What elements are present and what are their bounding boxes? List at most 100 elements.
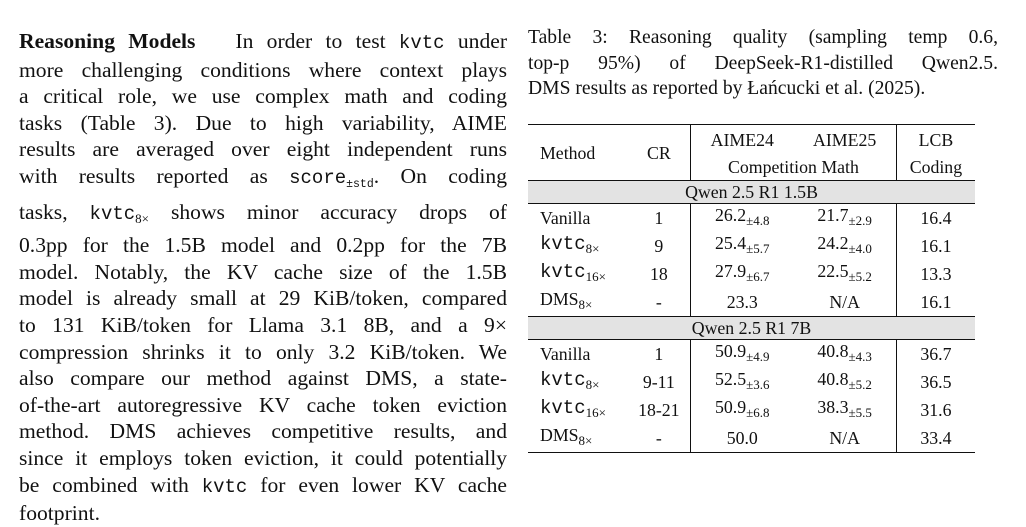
header-competition-math: Competition Math: [690, 154, 897, 181]
paragraph-line: results are averaged over eight independ…: [19, 137, 507, 162]
std-subscript: ±3.6: [746, 377, 770, 392]
table-row: kvtc16× 18 27.9±6.7 22.5±5.2 13.3: [528, 260, 975, 288]
method-subscript: 8×: [585, 241, 600, 256]
cell-lcb: 16.1: [895, 232, 975, 260]
results-table: Method CR AIME24 AIME25 LCB Competition …: [528, 124, 975, 453]
inline-code: kvtc: [398, 32, 445, 54]
cell-lcb: 36.5: [895, 368, 975, 396]
std-subscript: ±4.8: [746, 213, 770, 228]
paragraph-line: to 131 KiB/token for Llama 3.1 8B, and a…: [19, 312, 507, 337]
cell-lcb: 36.7: [895, 339, 975, 368]
table-subheader-row: Competition Math Coding: [528, 154, 975, 181]
table-group-row: Qwen 2.5 R1 1.5B: [528, 180, 975, 204]
inline-code-subscript: ±std: [346, 177, 374, 191]
cell-cr: 1: [654, 208, 664, 228]
std-subscript: ±6.8: [746, 405, 770, 420]
cell-cr: -: [655, 292, 662, 312]
inline-code-subscript: 8×: [135, 210, 149, 226]
cell-aime25: 40.8±4.3: [817, 341, 872, 364]
paragraph-line: tasks, kvtc8× shows minor accuracy drops…: [19, 199, 507, 226]
std-subscript: ±5.2: [848, 377, 872, 392]
header-aime24: AIME24: [690, 124, 794, 154]
table-row: kvtc8× 9 25.4±5.7 24.2±4.0 16.1: [528, 232, 975, 260]
paragraph-line: 0.3pp for the 1.5B model and 0.2pp for t…: [19, 233, 507, 258]
cell-aime25: N/A: [829, 428, 860, 448]
cell-lcb: 16.4: [895, 203, 975, 232]
cell-aime25: 21.7±2.9: [817, 205, 872, 228]
header-coding: Coding: [895, 154, 975, 181]
cell-aime24: 26.2±4.8: [690, 203, 794, 232]
cell-cr: 9: [654, 236, 664, 256]
cell-lcb: 33.4: [895, 424, 975, 453]
std-subscript: ±6.7: [746, 269, 770, 284]
method-subscript: 8×: [585, 377, 600, 392]
cell-cr: -: [655, 428, 662, 448]
paragraph-line: method. DMS achieves competitive results…: [19, 419, 507, 444]
paragraph-line: Reasoning Models In order to test kvtc u…: [19, 29, 508, 54]
header-cr: CR: [627, 124, 691, 181]
cell-lcb: 16.1: [895, 288, 975, 317]
cell-aime24: 52.5±3.6: [690, 368, 794, 396]
caption-line: Table 3: Reasoning quality (sampling tem…: [528, 27, 998, 48]
method-subscript: 16×: [585, 269, 606, 284]
paragraph-line: model. Notably, the KV cache size of the…: [19, 259, 507, 284]
cell-aime25: 24.2±4.0: [817, 233, 872, 256]
paragraph-heading: Reasoning Models: [19, 29, 196, 53]
paragraph-line: be combined with kvtc for even lower KV …: [19, 472, 508, 498]
table-group-row: Qwen 2.5 R1 7B: [528, 316, 975, 340]
table-row: Vanilla 1 26.2±4.8 21.7±2.9 16.4: [528, 203, 975, 232]
cell-aime25: 40.8±5.2: [817, 369, 872, 392]
cell-aime24: 25.4±5.7: [690, 232, 794, 260]
cell-lcb: 31.6: [895, 396, 975, 424]
inline-code: kvtc: [89, 202, 136, 225]
header-method: Method: [528, 124, 628, 181]
std-subscript: ±4.9: [746, 349, 770, 364]
cell-method: kvtc16×: [540, 397, 606, 420]
std-subscript: ±2.9: [848, 213, 872, 228]
group-title: Qwen 2.5 R1 1.5B: [528, 180, 975, 204]
cell-aime24: 50.9±6.8: [690, 396, 794, 424]
cell-method: kvtc16×: [540, 261, 606, 284]
group-title: Qwen 2.5 R1 7B: [528, 316, 975, 340]
paragraph-line: model is already small at 29 KiB/token, …: [19, 286, 507, 311]
cell-aime24: 50.9±4.9: [690, 339, 794, 368]
cell-aime24: 50.0: [690, 424, 794, 453]
table-row: kvtc16× 18-21 50.9±6.8 38.3±5.5 31.6: [528, 396, 975, 424]
table-row: Vanilla 1 50.9±4.9 40.8±4.3 36.7: [528, 339, 975, 368]
method-subscript: 16×: [585, 405, 606, 420]
paragraph-line: tasks (Table 3). Due to high variability…: [19, 110, 507, 135]
cell-cr: 9-11: [642, 372, 675, 392]
table-header-row: Method CR AIME24 AIME25 LCB: [528, 124, 975, 181]
caption-line: top-p 95%) of DeepSeek-R1-distilled Qwen…: [528, 52, 998, 74]
std-subscript: ±5.5: [848, 405, 872, 420]
cell-method: kvtc8×: [540, 369, 600, 392]
std-subscript: ±5.2: [848, 269, 872, 284]
paragraph-line: with results reported as score±std. On c…: [19, 163, 507, 191]
cell-aime25: N/A: [829, 292, 860, 312]
cell-aime24: 27.9±6.7: [690, 260, 794, 288]
std-subscript: ±4.0: [848, 241, 872, 256]
reasoning-models-paragraph: Reasoning Models In order to test kvtc u…: [19, 28, 507, 527]
cell-lcb: 13.3: [895, 260, 975, 288]
cell-method: Vanilla: [540, 208, 591, 228]
cell-aime25: 38.3±5.5: [817, 397, 872, 420]
paragraph-line: also compare our method against DMS, a s…: [19, 366, 507, 391]
method-subscript: 8×: [578, 297, 593, 312]
paragraph-line: footprint.: [19, 501, 100, 526]
inline-code: score: [289, 166, 347, 189]
table-row: kvtc8× 9-11 52.5±3.6 40.8±5.2 36.5: [528, 368, 975, 396]
table-caption: Table 3: Reasoning quality (sampling tem…: [528, 25, 998, 102]
paragraph-line: of-the-art autoregressive KV cache token…: [19, 392, 507, 417]
header-lcb: LCB: [895, 124, 975, 154]
method-subscript: 8×: [578, 433, 593, 448]
paragraph-line: compression shrinks it to only 3.2 KiB/t…: [19, 339, 507, 364]
cell-cr: 18-21: [638, 400, 680, 420]
cell-method: DMS8×: [540, 425, 593, 448]
paragraph-line: a critical role, we use complex math and…: [19, 84, 507, 109]
header-aime25: AIME25: [813, 129, 877, 150]
cell-method: DMS8×: [540, 289, 593, 312]
std-subscript: ±5.7: [746, 241, 770, 256]
table-row: DMS8× - 23.3 N/A 16.1: [528, 288, 975, 317]
cell-aime25: 22.5±5.2: [817, 261, 872, 284]
